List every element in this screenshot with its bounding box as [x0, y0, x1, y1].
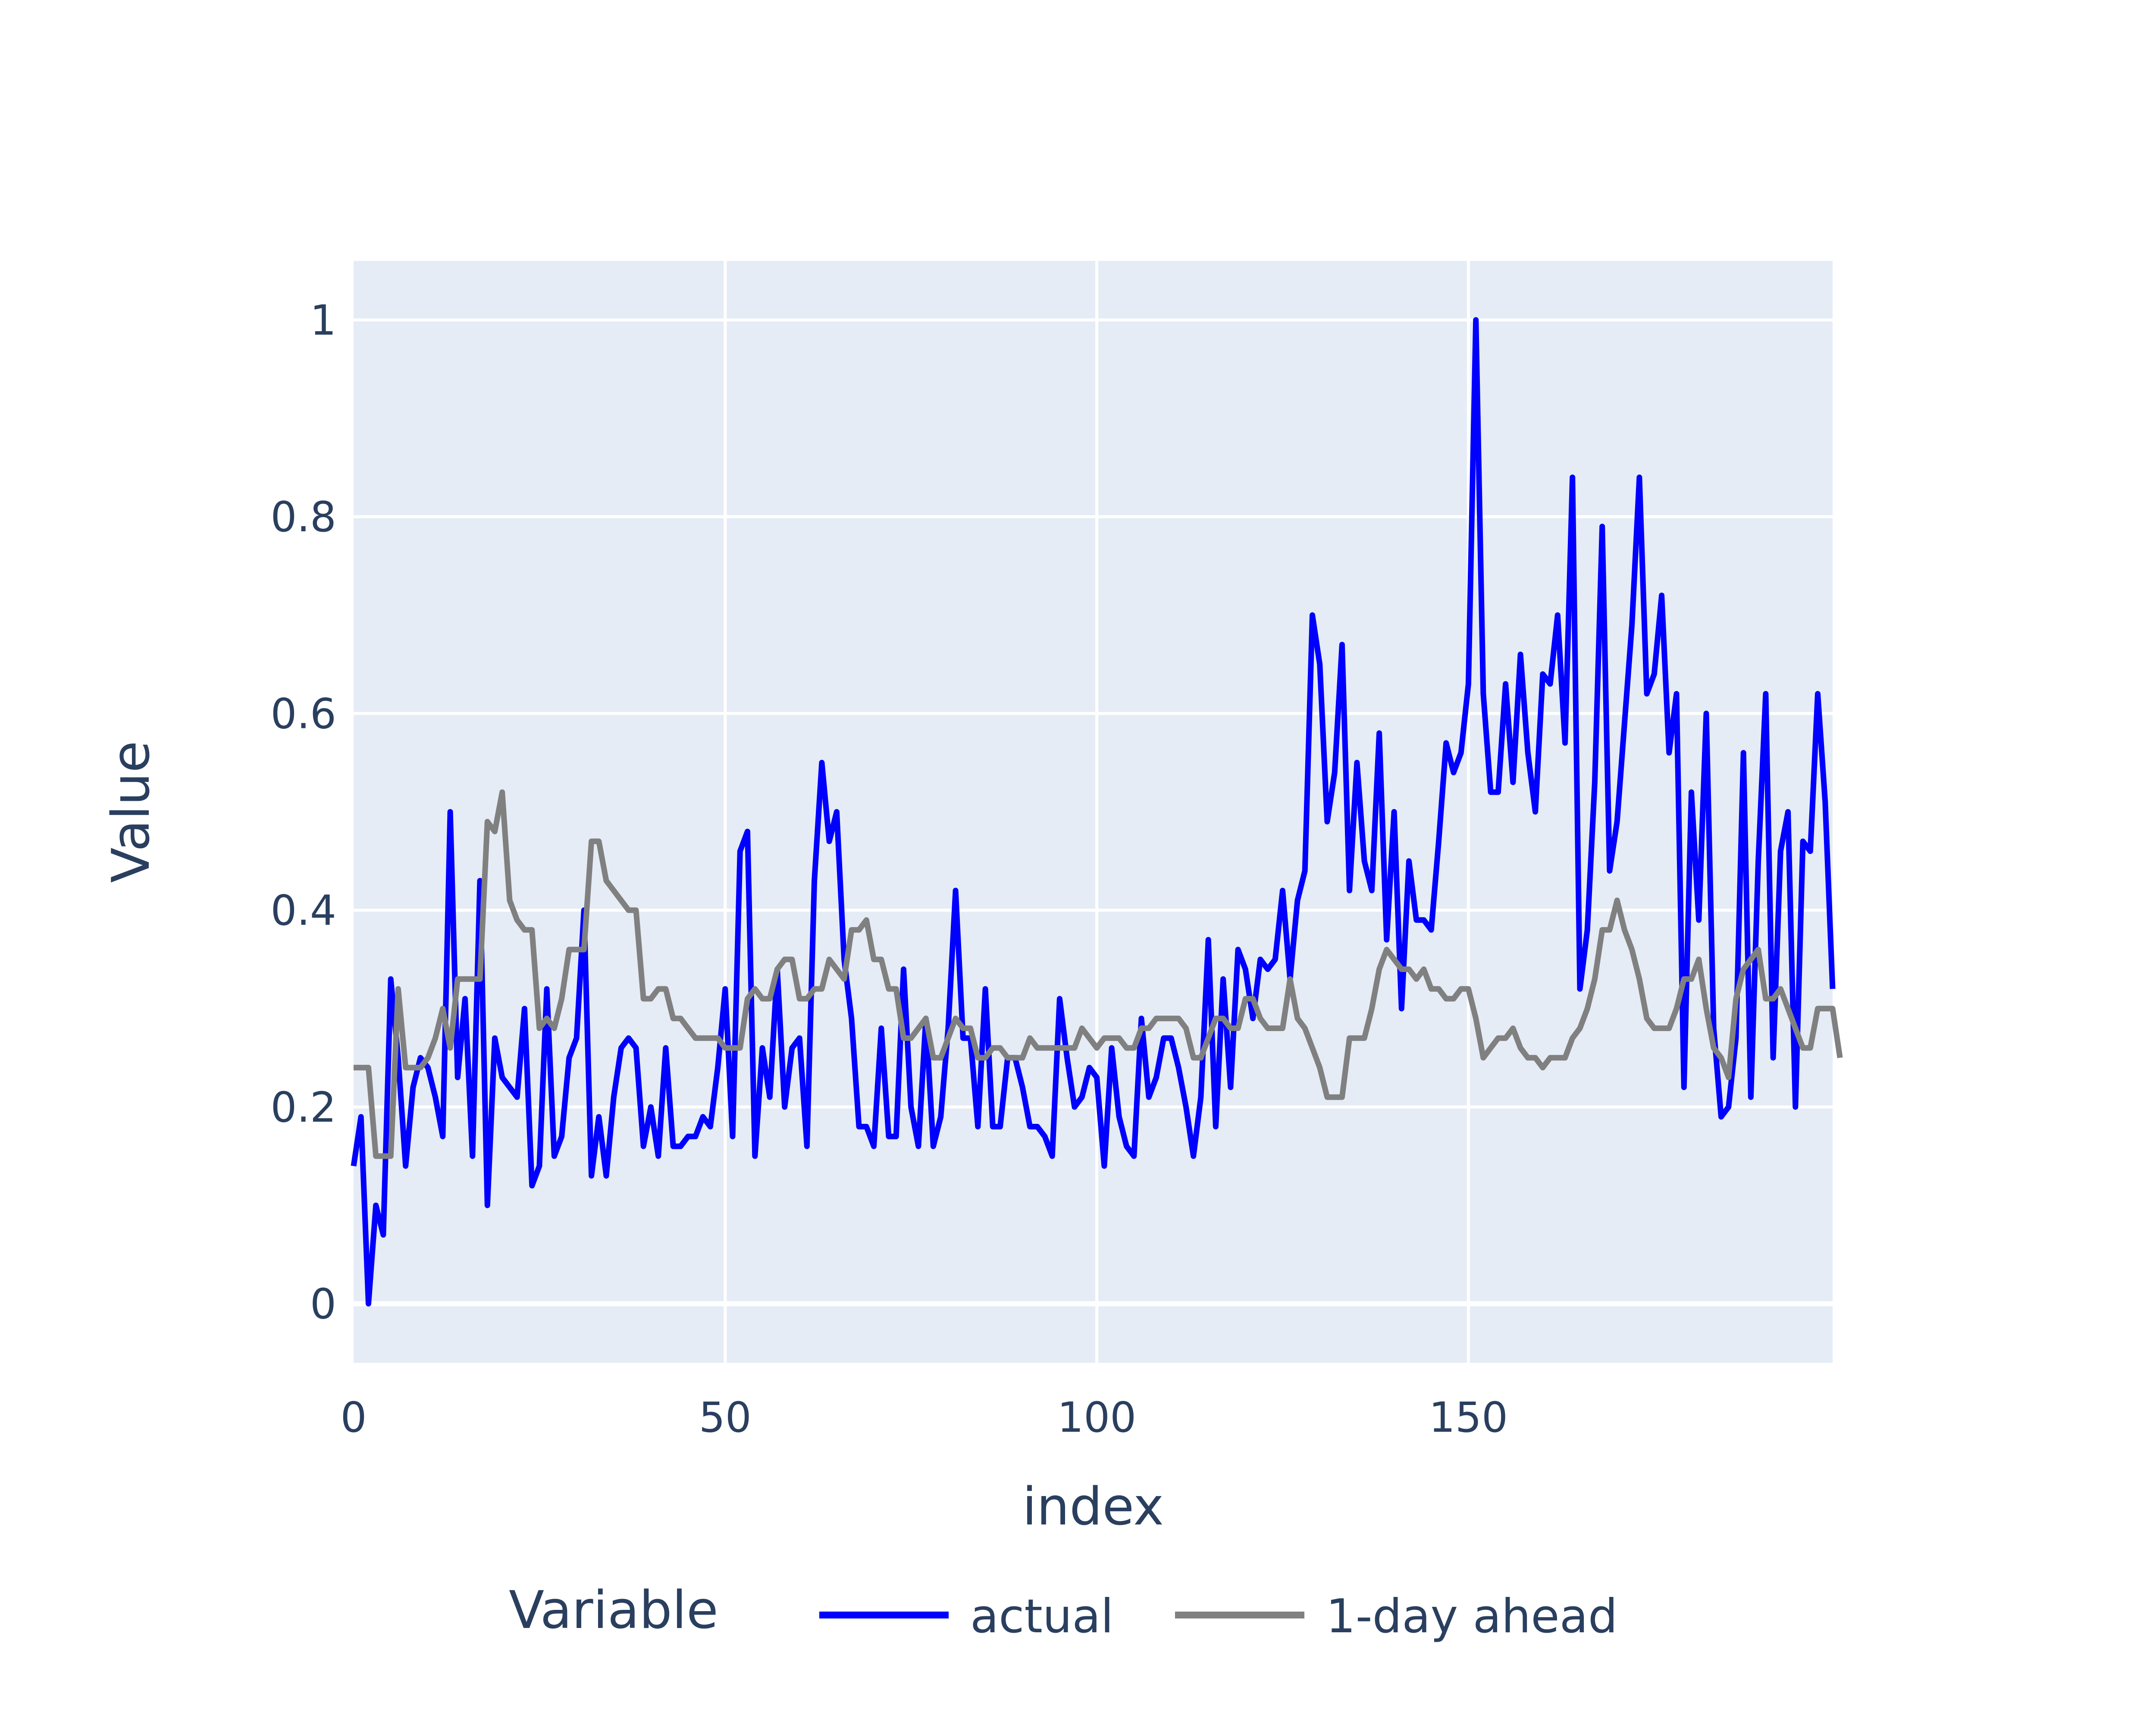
x-axis-title: index [1022, 1477, 1164, 1537]
series-line-actual [351, 317, 1836, 1307]
y-axis-title: Value [101, 741, 161, 883]
y-tick-label: 0.4 [270, 887, 336, 935]
y-tick-label: 0.2 [270, 1083, 336, 1132]
x-tick-label: 50 [699, 1393, 752, 1442]
series-lines [351, 317, 1843, 1307]
legend-label: 1-day ahead [1326, 1590, 1617, 1643]
x-axis-ticks: 0 50 100 150 [340, 1393, 1508, 1442]
grid-lines [354, 261, 1833, 1363]
x-tick-label: 100 [1057, 1393, 1136, 1442]
y-tick-label: 0 [310, 1280, 336, 1328]
plot-area [354, 261, 1833, 1363]
legend: Variable actual 1-day ahead [509, 1581, 1617, 1643]
series-line-forecast [354, 789, 1843, 1159]
x-tick-label: 150 [1429, 1393, 1508, 1442]
legend-title: Variable [509, 1581, 718, 1640]
y-tick-label: 0.8 [270, 493, 336, 541]
x-tick-label: 0 [340, 1393, 367, 1442]
legend-label: actual [970, 1590, 1114, 1643]
y-axis-ticks: 0 0.2 0.4 0.6 0.8 1 [270, 296, 336, 1328]
y-tick-label: 0.6 [270, 690, 336, 738]
y-tick-label: 1 [310, 296, 336, 345]
